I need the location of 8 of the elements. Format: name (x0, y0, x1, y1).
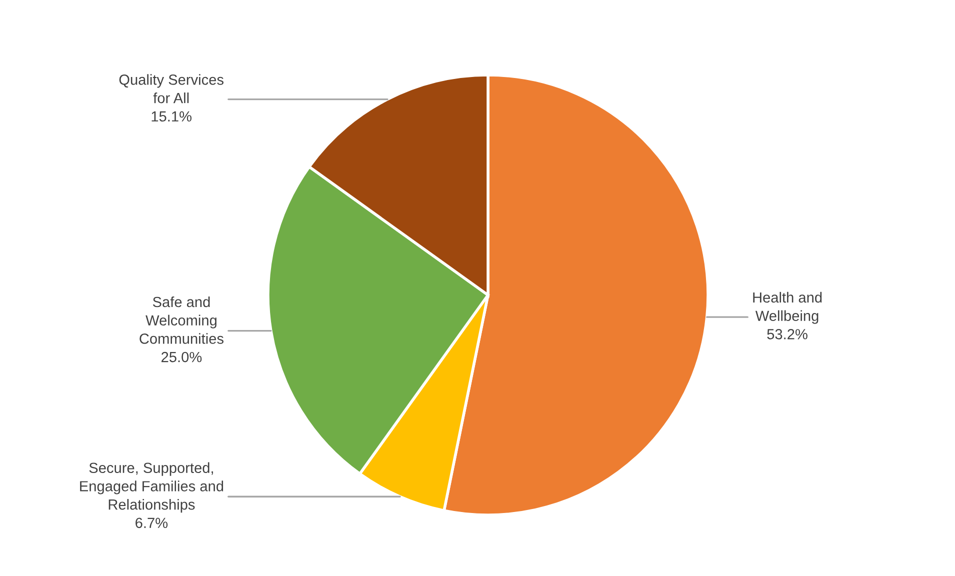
slice-label: Health and Wellbeing (753, 292, 822, 324)
slice-label: Quality Services for All (119, 74, 224, 104)
data-label: 25.0% (162, 352, 202, 362)
data-label: 15.1% (152, 111, 192, 122)
slice-label: Secure, Supported, Engaged Families and Relationships (80, 462, 224, 513)
slice-label: Safe and Welcoming Communities (140, 296, 224, 344)
data-label: 53.2% (767, 329, 808, 340)
data-label: 6.7% (136, 518, 168, 528)
